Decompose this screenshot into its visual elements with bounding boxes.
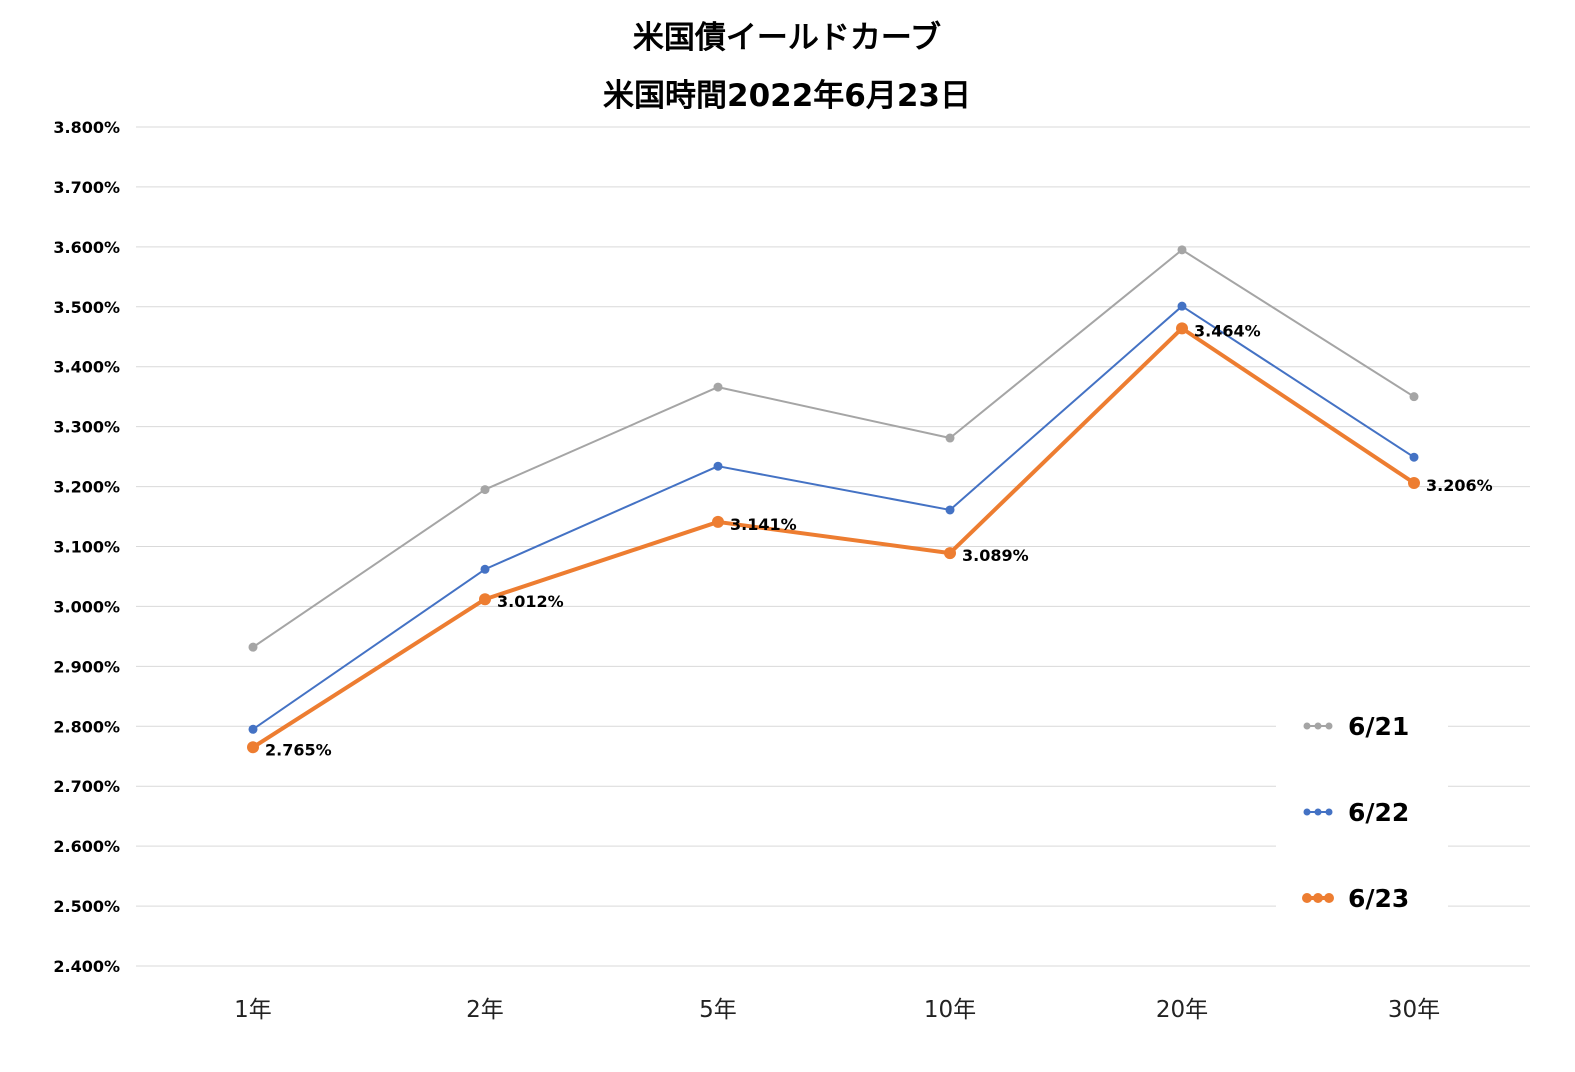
- x-tick-label: 30年: [1388, 997, 1440, 1023]
- data-label: 3.012%: [497, 592, 564, 611]
- x-tick-label: 1年: [234, 997, 272, 1023]
- data-label: 3.141%: [730, 515, 797, 534]
- data-label: 3.206%: [1426, 476, 1493, 495]
- legend-swatch-marker: [1326, 809, 1333, 816]
- legend-swatch-marker: [1315, 723, 1322, 730]
- data-point: [946, 505, 955, 514]
- legend-label: 6/22: [1348, 798, 1409, 827]
- data-point: [1178, 245, 1187, 254]
- y-tick-label: 3.800%: [53, 118, 120, 137]
- data-point: [946, 434, 955, 443]
- data-point: [247, 741, 259, 753]
- legend-label: 6/21: [1348, 712, 1409, 741]
- chart-subtitle: 米国時間2022年6月23日: [603, 78, 971, 114]
- y-tick-label: 2.600%: [53, 837, 120, 856]
- data-point: [479, 593, 491, 605]
- data-point: [481, 485, 490, 494]
- data-point: [481, 565, 490, 574]
- legend: 6/21 6/22 6/23: [1276, 686, 1448, 916]
- chart-title: 米国債イールドカーブ: [633, 20, 941, 56]
- data-point: [1410, 392, 1419, 401]
- series-line: [253, 306, 1414, 729]
- legend-label: 6/23: [1348, 884, 1409, 913]
- y-tick-label: 3.000%: [53, 597, 120, 616]
- y-tick-label: 3.200%: [53, 478, 120, 497]
- y-tick-label: 2.500%: [53, 897, 120, 916]
- data-point: [712, 516, 724, 528]
- data-point: [249, 643, 258, 652]
- y-tick-label: 2.700%: [53, 777, 120, 796]
- data-point: [1178, 302, 1187, 311]
- x-tick-label: 2年: [466, 997, 504, 1023]
- series-line: [253, 250, 1414, 647]
- y-tick-label: 3.700%: [53, 178, 120, 197]
- data-point: [1408, 477, 1420, 489]
- data-label: 2.765%: [265, 740, 332, 759]
- y-tick-label: 3.100%: [53, 538, 120, 557]
- y-tick-label: 3.300%: [53, 418, 120, 437]
- data-point: [1176, 322, 1188, 334]
- x-tick-label: 5年: [699, 997, 737, 1023]
- series-group: 2.765% 3.012% 3.141% 3.089% 3.464% 3.206%: [247, 245, 1493, 759]
- series-line: [253, 328, 1414, 747]
- legend-swatch-marker: [1304, 723, 1311, 730]
- y-tick-label: 2.400%: [53, 957, 120, 976]
- legend-swatch-marker: [1313, 893, 1323, 903]
- y-tick-label: 2.900%: [53, 657, 120, 676]
- legend-swatch-marker: [1302, 893, 1312, 903]
- x-axis: 1年 2年 5年 10年 20年 30年: [234, 997, 1440, 1023]
- x-tick-label: 10年: [924, 997, 976, 1023]
- legend-swatch-marker: [1304, 809, 1311, 816]
- data-point: [714, 383, 723, 392]
- data-point: [249, 725, 258, 734]
- data-point: [944, 547, 956, 559]
- legend-swatch-marker: [1315, 809, 1322, 816]
- data-label: 3.089%: [962, 546, 1029, 565]
- y-tick-label: 3.600%: [53, 238, 120, 257]
- data-label: 3.464%: [1194, 321, 1261, 340]
- y-axis: 3.800% 3.700% 3.600% 3.500% 3.400% 3.300% 3.20…: [53, 118, 120, 976]
- data-point: [1410, 453, 1419, 462]
- data-point: [714, 462, 723, 471]
- y-tick-label: 2.800%: [53, 717, 120, 736]
- y-tick-label: 3.400%: [53, 358, 120, 377]
- x-tick-label: 20年: [1156, 997, 1208, 1023]
- legend-swatch-marker: [1324, 893, 1334, 903]
- y-tick-label: 3.500%: [53, 298, 120, 317]
- legend-swatch-marker: [1326, 723, 1333, 730]
